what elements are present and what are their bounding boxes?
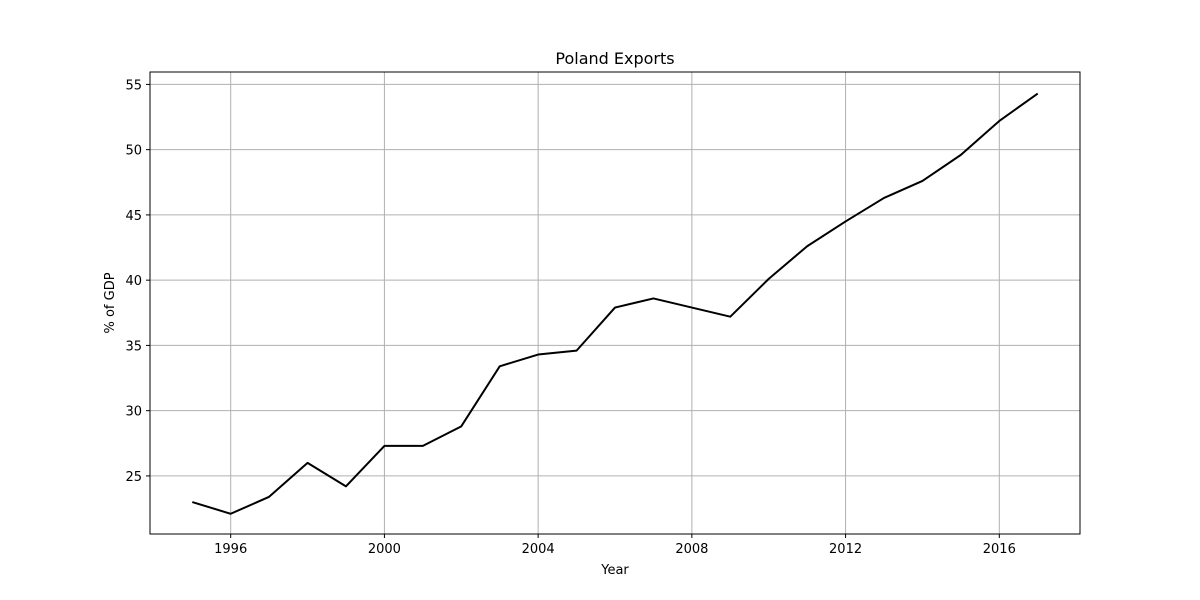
y-axis-label: % of GDP	[103, 272, 118, 333]
series-line	[191, 92, 1039, 515]
y-tick-label: 55	[125, 78, 142, 93]
x-tick-label: 2008	[675, 542, 708, 557]
y-tick-label: 45	[125, 209, 142, 224]
x-tick-label: 2016	[983, 542, 1016, 557]
plot-frame	[149, 71, 1081, 535]
x-axis-label: Year	[600, 563, 629, 578]
axis-ticks: 1996 2000 2004 2008 2012 2016 25 30 35 40 45 50 55	[125, 78, 1015, 557]
y-tick-label: 50	[125, 144, 142, 159]
chart-title: Poland Exports	[555, 49, 674, 68]
x-tick-label: 1996	[214, 542, 247, 557]
y-tick-label: 25	[125, 470, 142, 485]
y-tick-label: 30	[125, 405, 142, 420]
x-tick-label: 2012	[829, 542, 862, 557]
grid-lines	[150, 72, 1080, 534]
y-tick-label: 40	[125, 274, 142, 289]
y-tick-label: 35	[125, 339, 142, 354]
series-layer	[191, 92, 1039, 515]
x-tick-label: 2004	[522, 542, 555, 557]
x-tick-label: 2000	[368, 542, 401, 557]
